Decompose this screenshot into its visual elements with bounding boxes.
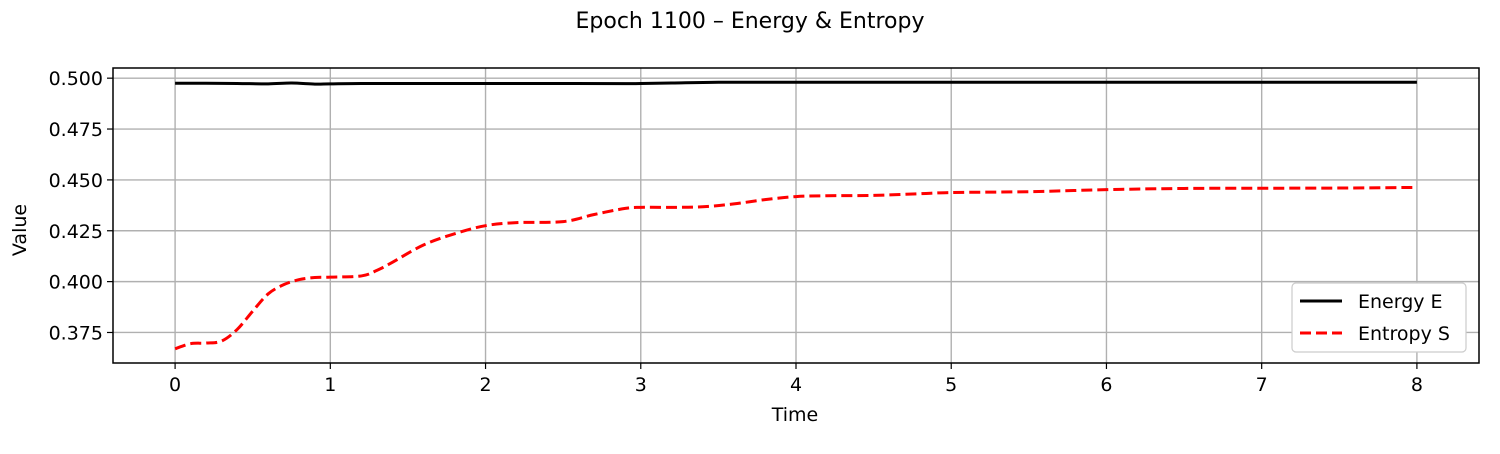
x-tick-label: 6 [1100, 374, 1112, 396]
x-axis-label: Time [771, 404, 819, 426]
series-layer [174, 80, 1417, 351]
y-tick-label: 0.450 [49, 170, 103, 192]
x-tick-label: 1 [324, 374, 336, 396]
y-tick-label: 0.375 [49, 322, 103, 344]
legend-label-entropy: Entropy S [1358, 323, 1450, 345]
y-axis-label: Value [9, 204, 31, 256]
x-tick-label: 5 [945, 374, 957, 396]
y-tick-label: 0.500 [49, 68, 103, 90]
legend: Energy E Entropy S [1291, 282, 1467, 353]
grid-layer [113, 68, 1479, 363]
y-tick-label: 0.475 [49, 119, 103, 141]
series-line-entropy [174, 185, 1417, 351]
x-tick-label: 0 [169, 374, 181, 396]
series-line-energy [175, 80, 1417, 86]
axes-layer: 0 1 2 3 4 5 6 7 8 0.375 0.400 0.425 0.450 0.475 0.500 [49, 68, 1423, 396]
x-tick-label: 8 [1411, 374, 1423, 396]
y-tick-label: 0.400 [49, 272, 103, 294]
y-tick-label: 0.425 [49, 221, 103, 243]
x-tick-label: 3 [635, 374, 647, 396]
chart-title: Epoch 1100 – Energy & Entropy [576, 9, 925, 34]
x-tick-label: 4 [790, 374, 802, 396]
legend-label-energy: Energy E [1358, 291, 1443, 313]
x-tick-label: 7 [1256, 374, 1268, 396]
x-tick-label: 2 [479, 374, 491, 396]
